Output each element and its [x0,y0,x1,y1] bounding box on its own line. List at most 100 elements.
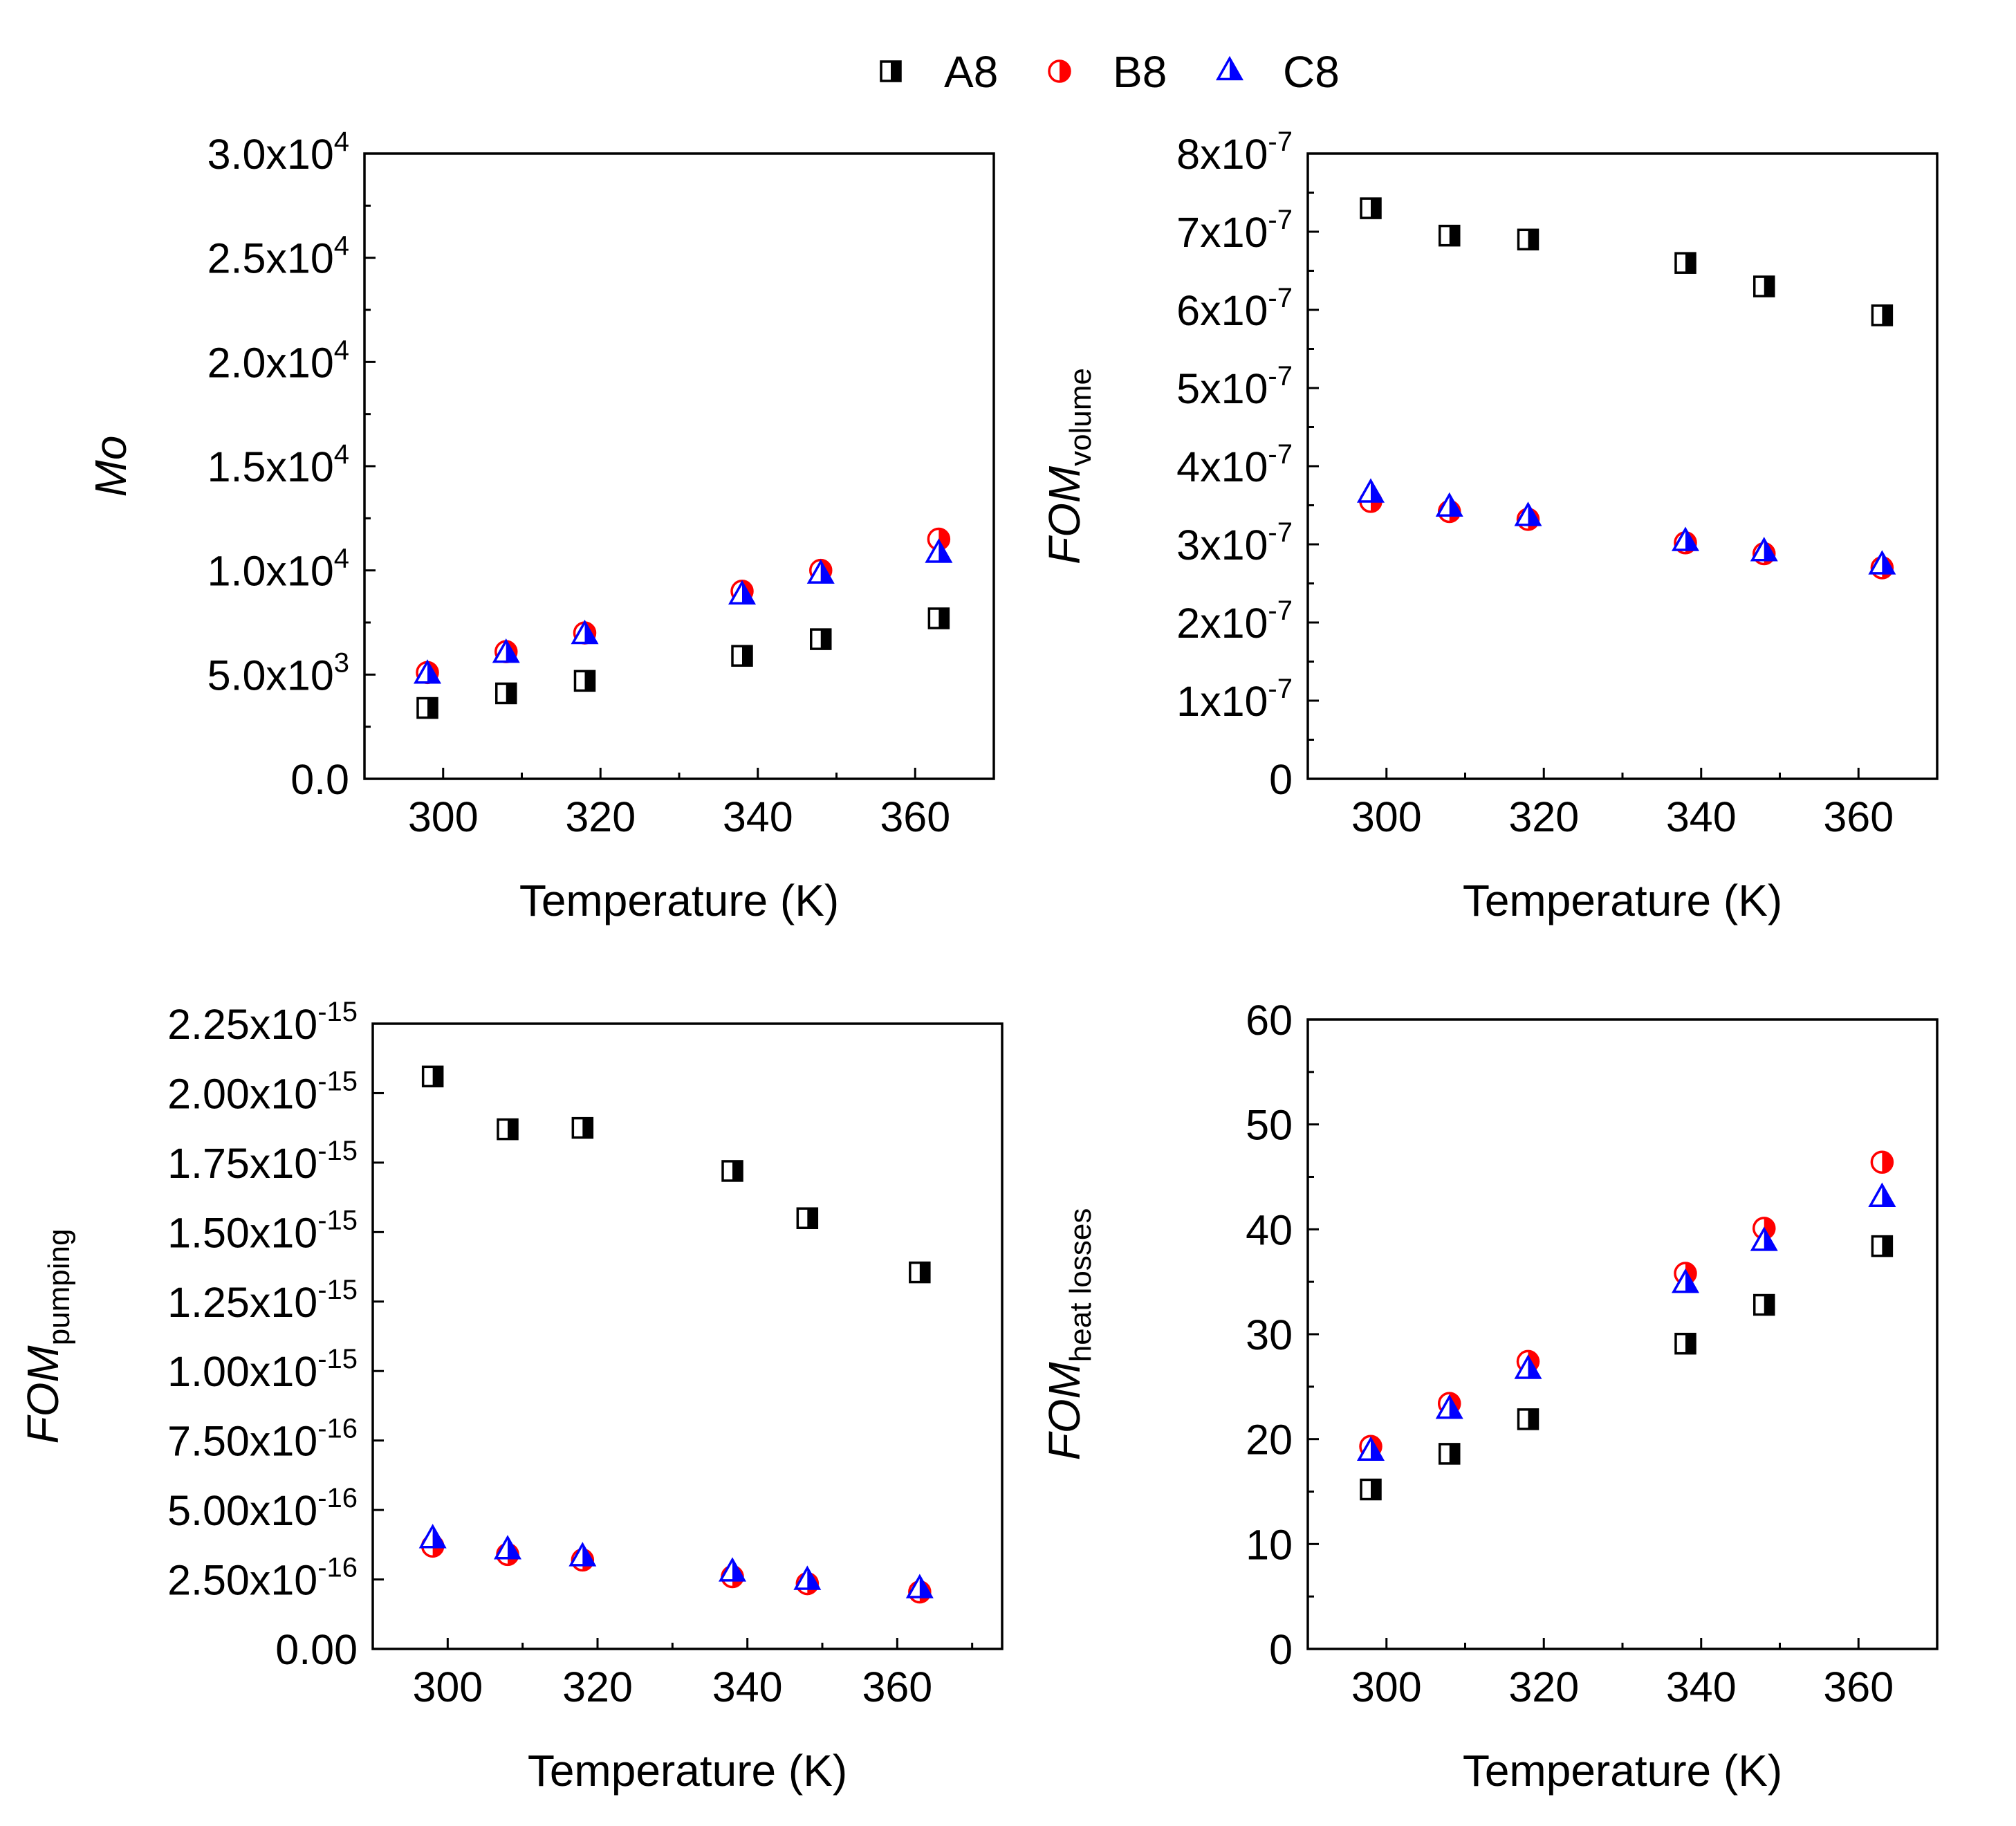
marker-outline [1750,1226,1778,1251]
y-tick-base: 60 [1246,997,1293,1044]
series-b8 [1359,490,1894,580]
y-tick-exponent: -15 [317,997,358,1027]
marker-half-filled [820,629,831,649]
x-tick-label: 300 [408,793,479,840]
legend-item-a8: A8 [880,47,998,97]
x-tick-label: 340 [723,793,793,840]
y-tick-exponent: 4 [334,231,349,261]
data-point-a8 [1360,1478,1382,1501]
y-tick-exponent: -16 [317,1414,358,1444]
marker-half-filled [582,1118,593,1138]
y-tick-label: 0 [1269,1626,1293,1673]
marker-outline [497,1118,519,1141]
y-tick-base: 8x10 [1176,131,1268,178]
marker-half-filled [508,1119,517,1139]
x-tick-label: 340 [1666,1663,1737,1710]
marker-outline [721,1160,743,1182]
y-tick-exponent: 4 [334,127,349,157]
data-point-c8 [492,638,520,663]
marker-half-open [1439,1444,1450,1464]
y-tick-exponent: 4 [334,439,349,470]
y-axis-title-main: Mo [86,436,136,497]
data-point-c8 [418,1524,447,1549]
legend-marker [1215,55,1244,81]
y-tick-base: 5.0x10 [207,652,334,699]
data-point-c8 [1868,1182,1896,1207]
y-tick-base: 0.00 [275,1626,358,1673]
marker-half-open [418,698,427,718]
y-tick-label: 0 [1269,756,1293,803]
y-tick-label: 4x10-7 [1176,439,1293,490]
marker-outline [421,1065,444,1088]
y-tick-label: 1.75x10-15 [167,1136,358,1187]
data-point-a8 [1871,1235,1894,1257]
y-tick-label: 2.50x10-16 [167,1553,358,1604]
marker-outline [1439,224,1461,247]
y-tick-base: 5x10 [1176,365,1268,412]
data-point-c8 [793,1565,822,1590]
marker-half-open [797,1208,808,1228]
marker-outline [1871,1235,1894,1257]
marker-outline [927,607,950,629]
marker-half-open [498,1119,508,1139]
marker-half-filled [1685,1334,1695,1354]
marker-half-filled [506,683,516,703]
y-tick-base: 1.50x10 [167,1209,317,1256]
marker-half-open [1518,1409,1528,1429]
marker-outline [1671,1269,1700,1293]
y-tick-base: 30 [1246,1311,1293,1358]
marker-half-open [723,1161,732,1181]
y-tick-base: 1.00x10 [167,1348,317,1395]
marker-half-open [1361,1479,1371,1500]
y-tick-base: 6x10 [1176,287,1268,334]
marker-half-open [881,62,891,81]
marker-outline [1870,1150,1894,1174]
y-tick-exponent: -7 [1268,439,1293,470]
data-point-c8 [1356,1436,1385,1461]
legend: A8 B8 C8 [880,47,1340,97]
y-tick-base: 1.0x10 [207,548,334,595]
y-tick-base: 2.25x10 [167,1001,317,1048]
y-tick-base: 7.50x10 [167,1418,317,1465]
y-tick-base: 20 [1246,1417,1293,1464]
y-tick-label: 40 [1246,1206,1293,1253]
marker-outline [1671,526,1700,551]
data-point-c8 [925,538,953,563]
marker-outline [806,559,835,584]
x-tick-label: 300 [1351,1663,1422,1710]
y-tick-base: 0 [1269,1626,1293,1673]
data-point-a8 [495,682,517,705]
y-tick-exponent: -7 [1268,205,1293,235]
marker-outline [413,659,442,684]
y-tick-label: 20 [1246,1417,1293,1464]
y-tick-base: 1.5x10 [207,443,334,490]
x-tick-label: 320 [565,793,636,840]
marker-outline [1674,1332,1696,1355]
data-point-c8 [1514,501,1542,526]
data-point-b8 [1870,1150,1894,1174]
data-point-c8 [1435,1394,1463,1419]
y-tick-label: 1.5x104 [207,439,349,490]
series-a8 [416,607,950,719]
marker-outline [1360,1478,1382,1501]
data-point-a8 [1517,1408,1539,1430]
y-tick-exponent: -7 [1268,517,1293,548]
y-tick-label: 1.00x10-15 [167,1344,358,1395]
series-c8 [413,538,953,684]
data-point-a8 [1439,224,1461,247]
y-tick-exponent: -7 [1268,674,1293,704]
marker-outline [1356,478,1385,503]
marker-half-filled [891,62,900,81]
data-point-a8 [416,697,438,719]
data-point-c8 [568,1542,597,1567]
data-point-a8 [927,607,950,629]
marker-half-filled [1528,1409,1538,1429]
marker-half-open [811,629,821,649]
marker-half-open [423,1067,433,1087]
marker-half-filled [1685,253,1695,273]
marker-half-filled [1371,199,1380,219]
y-tick-exponent: -7 [1268,283,1293,313]
data-point-c8 [1750,1226,1778,1251]
data-point-a8 [1360,197,1382,219]
